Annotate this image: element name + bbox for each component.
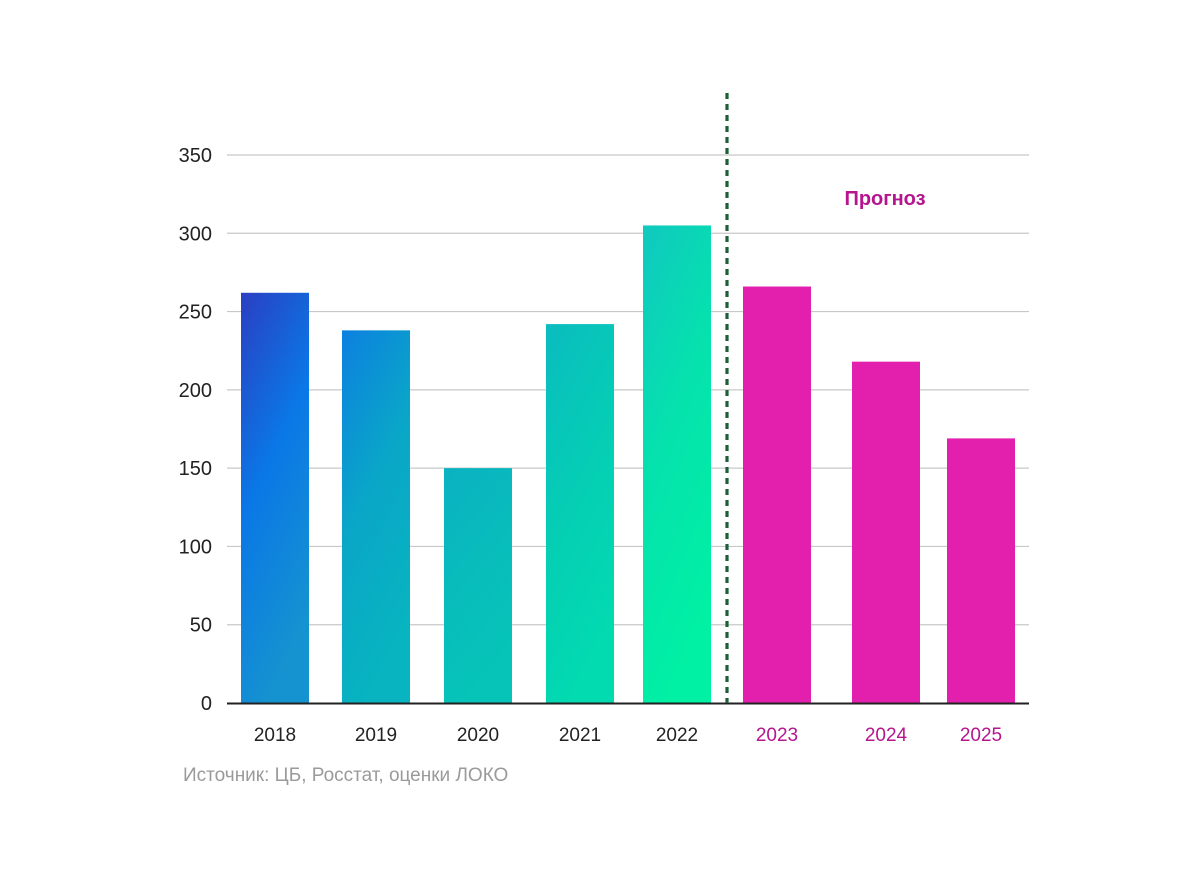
y-tick-label: 150 bbox=[179, 458, 212, 480]
y-axis-ticks: 0 50 100 150 200 250 300 350 bbox=[179, 145, 212, 715]
forecast-label: Прогноз bbox=[844, 188, 925, 210]
x-tick-label: 2025 bbox=[960, 725, 1002, 746]
x-tick-label: 2022 bbox=[656, 725, 698, 746]
y-tick-label: 300 bbox=[179, 223, 212, 245]
x-tick-label: 2021 bbox=[559, 725, 601, 746]
y-tick-label: 0 bbox=[201, 693, 212, 715]
x-tick-label: 2019 bbox=[355, 725, 397, 746]
x-tick-label: 2024 bbox=[865, 725, 908, 746]
x-tick-label: 2023 bbox=[756, 725, 798, 746]
bar-2022 bbox=[643, 225, 711, 703]
x-tick-label: 2018 bbox=[254, 725, 296, 746]
y-tick-label: 250 bbox=[179, 302, 212, 324]
bar-2018 bbox=[241, 292, 309, 703]
y-tick-label: 350 bbox=[179, 145, 212, 167]
y-tick-label: 200 bbox=[179, 380, 212, 402]
bar-2019 bbox=[342, 330, 410, 703]
bar-2023 bbox=[743, 286, 811, 703]
x-axis-ticks: 2018 2019 2020 2021 2022 2023 2024 2025 bbox=[254, 725, 1002, 746]
bar-2021 bbox=[546, 324, 614, 703]
bar-2020 bbox=[444, 468, 512, 703]
y-tick-label: 50 bbox=[190, 615, 212, 637]
bars bbox=[241, 225, 1015, 703]
bar-2024 bbox=[852, 361, 920, 703]
y-tick-label: 100 bbox=[179, 536, 212, 558]
x-tick-label: 2020 bbox=[457, 725, 499, 746]
source-note: Источник: ЦБ, Росстат, оценки ЛОКО bbox=[183, 765, 509, 786]
bar-2025 bbox=[947, 438, 1015, 703]
